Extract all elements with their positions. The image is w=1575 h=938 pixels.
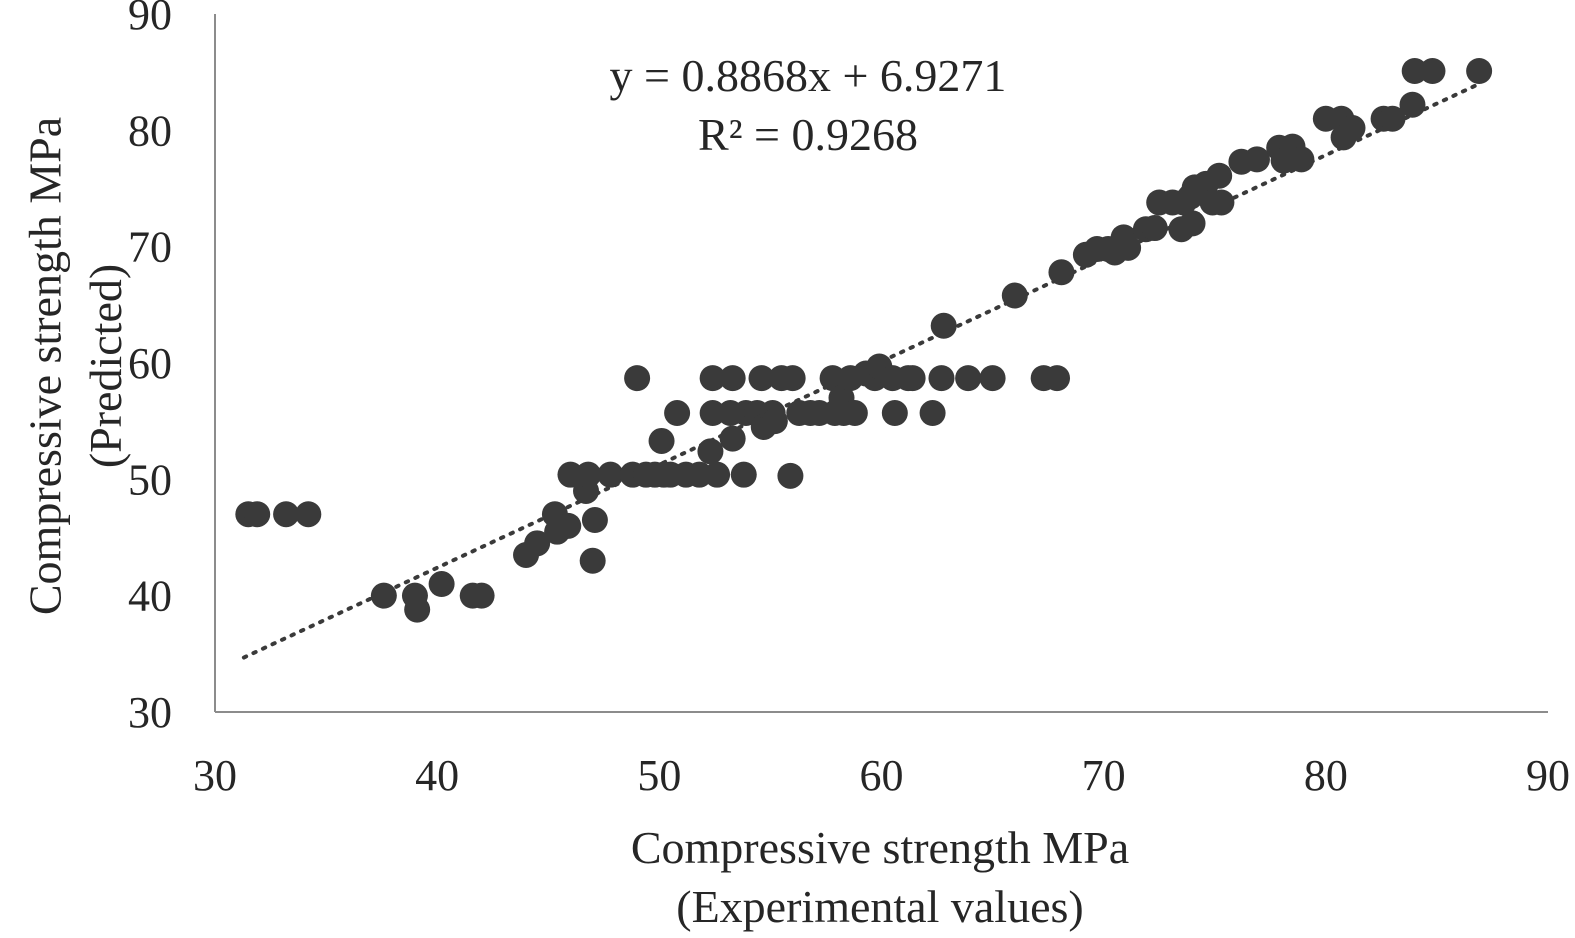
data-point-93 — [1243, 146, 1270, 173]
data-point-15 — [557, 461, 584, 488]
data-point-31 — [697, 438, 724, 465]
data-point-56 — [841, 400, 868, 427]
data-point-30 — [686, 461, 713, 488]
data-point-2 — [273, 501, 300, 528]
data-point-80 — [1141, 215, 1168, 242]
data-point-38 — [730, 461, 757, 488]
data-point-9 — [468, 582, 495, 609]
data-point-18 — [579, 547, 606, 574]
data-point-3 — [295, 501, 322, 528]
trendline-equation: y = 0.8868x + 6.9271 — [610, 50, 1007, 101]
data-point-64 — [919, 400, 946, 427]
data-point-14 — [555, 512, 582, 539]
data-points — [235, 58, 1493, 623]
data-point-68 — [979, 365, 1006, 392]
data-point-65 — [928, 365, 955, 392]
x-axis-title-line-1: Compressive strength MPa — [631, 822, 1129, 873]
y-tick-label-70: 70 — [128, 223, 172, 272]
data-point-6 — [404, 596, 431, 623]
x-tick-label-30: 30 — [193, 751, 237, 800]
data-point-86 — [1179, 210, 1206, 237]
data-point-37 — [719, 425, 746, 452]
data-point-61 — [881, 400, 908, 427]
data-point-91 — [1208, 189, 1235, 216]
data-point-107 — [1466, 58, 1493, 85]
data-point-19 — [581, 507, 608, 534]
y-axis-title-line-2: (Predicted) — [80, 264, 131, 468]
data-point-69 — [1001, 282, 1028, 309]
x-tick-label-70: 70 — [1082, 751, 1126, 800]
data-point-47 — [779, 365, 806, 392]
x-tick-label-40: 40 — [415, 751, 459, 800]
data-point-71 — [1044, 365, 1071, 392]
data-point-41 — [748, 365, 775, 392]
y-tick-label-30: 30 — [128, 688, 172, 737]
data-point-11 — [524, 530, 551, 557]
x-tick-label-50: 50 — [637, 751, 681, 800]
y-tick-label-40: 40 — [128, 572, 172, 621]
x-tick-label-90: 90 — [1526, 751, 1570, 800]
data-point-34 — [704, 461, 731, 488]
y-tick-label-80: 80 — [128, 106, 172, 155]
data-point-106 — [1419, 58, 1446, 85]
data-point-28 — [664, 400, 691, 427]
data-point-36 — [719, 365, 746, 392]
data-point-17 — [575, 461, 602, 488]
data-point-104 — [1399, 91, 1426, 118]
data-point-7 — [428, 571, 455, 598]
r-squared-label: R² = 0.9268 — [698, 109, 918, 160]
data-point-72 — [1048, 259, 1075, 286]
y-axis-title: Compressive strength MPa — [20, 117, 71, 615]
data-point-63 — [899, 365, 926, 392]
data-point-44 — [761, 408, 788, 435]
x-axis-title-line-2: (Experimental values) — [676, 881, 1083, 932]
y-tick-label-90: 90 — [128, 0, 172, 39]
x-tick-label-60: 60 — [860, 751, 904, 800]
data-point-46 — [777, 462, 804, 489]
y-tick-label-60: 60 — [128, 339, 172, 388]
data-point-4 — [370, 582, 397, 609]
x-tick-label-80: 80 — [1304, 751, 1348, 800]
data-point-90 — [1206, 162, 1233, 189]
data-point-97 — [1288, 146, 1315, 173]
data-point-101 — [1339, 115, 1366, 142]
y-axis-title-line-1: Compressive strength MPa — [20, 117, 71, 615]
data-point-32 — [699, 400, 726, 427]
data-point-78 — [1115, 234, 1142, 261]
data-point-33 — [699, 365, 726, 392]
y-tick-labels: 30 40 50 60 70 80 90 — [128, 0, 172, 737]
x-tick-labels: 30 40 50 60 70 80 90 — [193, 751, 1570, 800]
data-point-67 — [955, 365, 982, 392]
y-tick-label-50: 50 — [128, 455, 172, 504]
data-point-25 — [648, 427, 675, 454]
data-point-51 — [819, 365, 846, 392]
data-point-66 — [930, 312, 957, 339]
y-axis-title-2: (Predicted) — [80, 264, 131, 468]
data-point-22 — [624, 365, 651, 392]
data-point-103 — [1379, 105, 1406, 132]
data-point-20 — [597, 461, 624, 488]
data-point-105 — [1401, 58, 1428, 85]
data-point-1 — [244, 501, 271, 528]
